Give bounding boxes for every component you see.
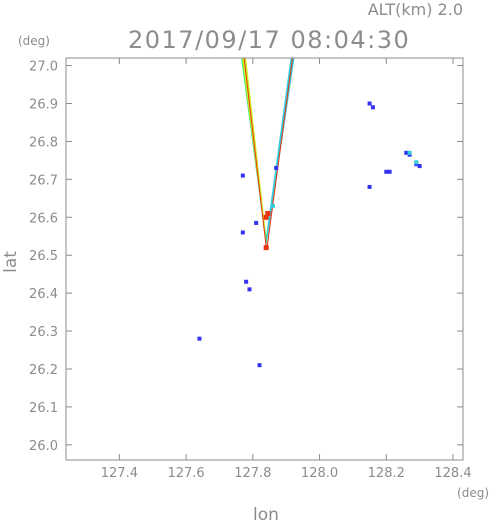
y-tick-label: 26.7 bbox=[29, 173, 58, 188]
echo-point-weak bbox=[384, 169, 389, 174]
echo-point-light bbox=[414, 160, 419, 165]
x-tick-label: 127.8 bbox=[234, 466, 271, 481]
echo-edge-right bbox=[266, 57, 294, 247]
y-tick-label: 26.3 bbox=[29, 325, 58, 340]
echo-point-weak bbox=[404, 150, 409, 155]
altitude-label: ALT(km) 2.0 bbox=[368, 0, 463, 19]
y-tick-label: 26.1 bbox=[29, 401, 58, 416]
echo-point-weak bbox=[257, 363, 262, 368]
echo-point-weak bbox=[367, 101, 372, 106]
echo-point-weak bbox=[274, 165, 279, 170]
echo-point-weak bbox=[417, 164, 422, 169]
y-tick-label: 26.0 bbox=[29, 439, 58, 454]
echo-point-weak bbox=[244, 279, 249, 284]
echo-point-weak bbox=[240, 230, 245, 235]
y-tick-label: 26.8 bbox=[29, 135, 58, 150]
echo-point-weak bbox=[367, 184, 372, 189]
x-tick-label: 128.4 bbox=[434, 466, 471, 481]
y-tick-label: 26.6 bbox=[29, 211, 58, 226]
y-tick-label: 26.5 bbox=[29, 249, 58, 264]
echo-wedge-interior bbox=[246, 58, 291, 236]
y-axis-unit: (deg) bbox=[18, 34, 50, 48]
x-axis-label: lon bbox=[253, 505, 279, 521]
x-tick-label: 127.6 bbox=[167, 466, 204, 481]
echo-point-weak bbox=[387, 169, 392, 174]
echo-point-weak bbox=[197, 336, 202, 341]
echo-point-weak bbox=[370, 105, 375, 110]
echo-point-heavy bbox=[265, 210, 271, 216]
echo-edge-left bbox=[243, 57, 267, 247]
x-tick-label: 128.0 bbox=[301, 466, 338, 481]
chart-title: 2017/09/17 08:04:30 bbox=[128, 26, 410, 54]
y-tick-label: 26.2 bbox=[29, 363, 58, 378]
plot-frame bbox=[65, 57, 464, 461]
y-axis-ticks: 26.0 26.1 26.2 26.3 26.4 26.5 26.6 26.7 26.8 26.9… bbox=[29, 60, 463, 454]
x-axis-unit: (deg) bbox=[457, 486, 489, 500]
echo-point-heavy bbox=[263, 245, 269, 251]
echo-point-light bbox=[407, 150, 412, 155]
echo-point-weak bbox=[254, 220, 259, 225]
x-axis-ticks: 127.4 127.6 127.8 128.0 128.2 128.4 bbox=[101, 58, 472, 481]
x-tick-label: 128.2 bbox=[368, 466, 405, 481]
plot-area bbox=[197, 57, 422, 368]
echo-point-light bbox=[270, 203, 275, 208]
y-axis-label: lat bbox=[1, 251, 21, 273]
y-tick-label: 27.0 bbox=[29, 60, 58, 75]
echo-point-weak bbox=[240, 173, 245, 178]
echo-point-weak bbox=[247, 287, 252, 292]
echo-point-heavy bbox=[263, 214, 269, 220]
x-tick-label: 127.4 bbox=[101, 466, 138, 481]
y-tick-label: 26.9 bbox=[29, 98, 58, 113]
y-tick-label: 26.4 bbox=[29, 287, 58, 302]
